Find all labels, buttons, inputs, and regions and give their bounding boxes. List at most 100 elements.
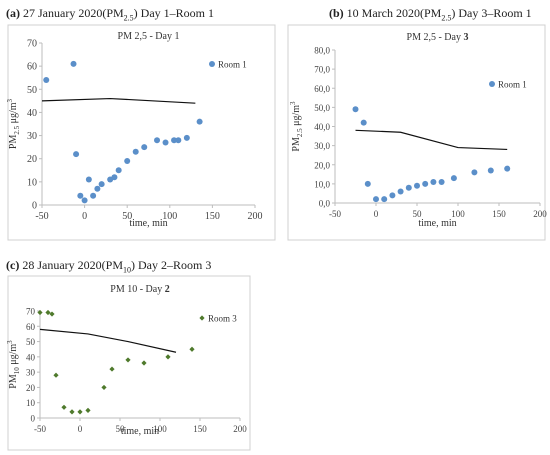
chart-b-point [373,196,379,203]
chart-b-point [471,169,478,176]
chart-c-xtick-label: -50 [34,424,46,434]
chart-a-xtick-label: 100 [162,211,177,222]
chart-c-ytick-label: 70 [26,307,36,317]
chart-c-point [109,366,115,372]
chart-a-xtick-label: -50 [35,211,48,222]
chart-c-xtick-label: 100 [153,424,167,434]
chart-c-point [85,407,91,413]
chart-b-ytick-label: 40,0 [314,122,330,132]
chart-b-ytick-label: 70,0 [314,65,330,75]
caption-c-tail: ) Day 2–Room 3 [131,258,212,272]
caption-a: (a) 27 January 2020(PM2.5) Day 1–Room 1 [6,6,214,22]
chart-a-ytick-label: 60 [27,62,37,73]
chart-a-point [77,192,84,199]
chart-b-point [381,196,388,203]
chart-b-xtick-label: 0 [374,209,379,219]
chart-b-point [360,119,367,126]
chart-c-point [77,409,83,415]
chart-c-ytick-label: 0 [31,414,36,424]
chart-c-ylabel: PM10 μg/m3 [6,340,21,389]
caption-b-sub: 2.5 [441,13,452,23]
chart-b-xtick-label: 100 [451,209,465,219]
chart-c-ylabel-sup: 3 [6,340,14,344]
chart-a-point [90,192,97,199]
chart-a-point [81,197,88,204]
chart-b-point [504,165,511,172]
chart-a-xtick-label: 0 [82,211,87,222]
chart-a-legend-marker [209,61,215,67]
chart-a-point [183,134,190,141]
chart-b-title: PM 2,5 - Day 3 [407,32,469,43]
chart-b-point [364,180,371,187]
chart-b-point [405,184,412,191]
chart-b-xtick-label: 200 [533,209,547,219]
chart-c-point [125,357,131,363]
chart-a-point [171,137,178,144]
chart-b-ytick-label: 60,0 [314,84,330,94]
chart-c-point [189,346,195,352]
chart-c-xtick-label: 0 [78,424,83,434]
caption-c: (c) 28 January 2020(PM10) Day 2–Room 3 [6,258,211,274]
caption-c-sub: 10 [123,265,131,275]
chart-a-xtick-label: 150 [205,211,220,222]
chart-c-trend-line [39,328,177,353]
chart-a-xlabel: time, min [129,218,167,229]
chart-c-xtick-label: 200 [233,424,247,434]
chart-a-ytick-label: 70 [27,39,37,50]
chart-b-point [414,182,420,189]
chart-a-point [196,118,203,125]
chart-a-xtick-label: 50 [122,211,132,222]
chart-b-point [422,180,429,187]
chart-a-ytick-label: 20 [27,154,37,165]
chart-b-ylabel: PM2.5 μg/m3 [289,101,304,152]
chart-a-point [124,158,131,165]
caption-a-tail: ) Day 1–Room 1 [133,6,214,20]
chart-b-ytick-label: 10,0 [314,179,330,189]
chart-c-ytick-label: 60 [26,322,36,332]
chart-c-legend-marker [199,315,205,321]
chart-a-ylabel: PM2.5 μg/m3 [6,98,21,149]
chart-b-ytick-label: 50,0 [314,103,330,113]
chart-a-point [115,167,122,174]
caption-a-letter: (a) [6,6,20,20]
chart-c-point [101,384,107,391]
caption-c-letter: (c) [6,258,20,272]
chart-a-frame [7,24,276,241]
chart-a-point [98,181,105,188]
caption-c-text: 28 January 2020(PM [19,258,123,272]
caption-a-text: 27 January 2020(PM [20,6,124,20]
chart-c-point [45,309,51,316]
chart-b-ylabel-main: PM [291,137,302,152]
chart-a-ytick-label: 0 [32,201,37,212]
chart-b-ylabel-sup: 3 [289,101,297,105]
chart-b-legend-label: Room 1 [498,80,527,90]
chart-c-ytick-label: 10 [26,398,36,408]
chart-b-legend-marker [489,81,495,87]
chart-a-point [70,60,77,67]
chart-a-point [85,176,92,183]
chart-a-ylabel-unit: μg/m [8,102,19,126]
chart-a-ytick-label: 50 [27,85,37,96]
chart-c-point [53,372,59,378]
caption-b-text: 10 March 2020(PM [343,6,442,20]
chart-c-point [141,360,147,366]
chart-b-xtick-label: 50 [413,209,423,219]
chart-c-point [69,409,75,415]
chart-a-trend-line [41,97,196,104]
caption-b-letter: (b) [329,6,344,20]
chart-a-xtick-label: 200 [248,211,263,222]
chart-c-point [49,311,55,317]
chart-a-point [154,137,161,144]
chart-c-point [37,309,43,316]
chart-a-ylabel-main: PM [8,135,19,150]
chart-a-point [162,139,169,146]
chart-b-point [438,178,445,185]
chart-b-ylabel-unit: μg/m [291,105,302,129]
chart-c-title: PM 10 - Day 2 [110,284,169,295]
chart-c-frame [7,275,251,451]
chart-c-ylabel-main: PM [8,374,19,389]
chart-a-point [94,185,101,192]
chart-c-ytick-label: 40 [26,352,36,362]
chart-b-point [450,175,457,182]
